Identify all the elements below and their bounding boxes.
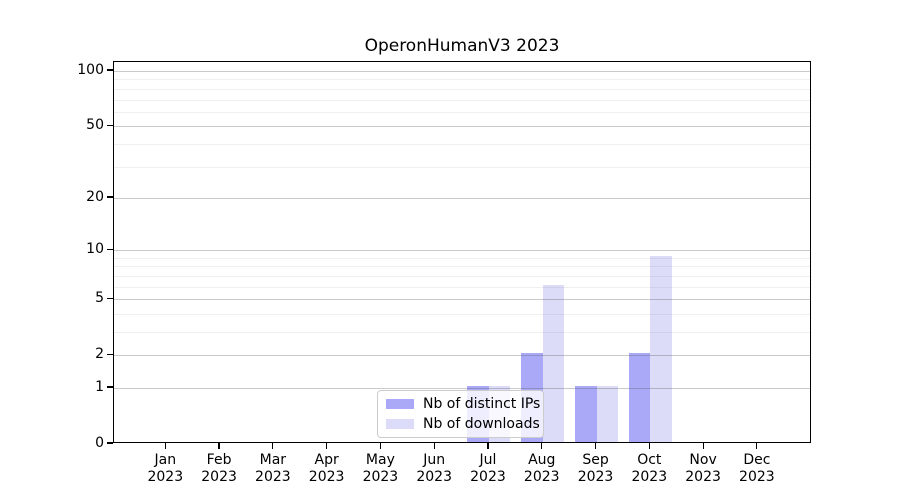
x-tick-mark (648, 443, 650, 449)
x-tick-year: 2023 (739, 468, 775, 485)
bar-distinct-ips (575, 386, 597, 442)
x-tick-label: Jan 2023 (130, 452, 200, 485)
x-tick-month: Sep (582, 452, 609, 468)
legend-label: Nb of downloads (423, 415, 540, 432)
x-tick-month: Dec (743, 452, 771, 468)
x-tick-year: 2023 (631, 468, 668, 485)
gridline-major (114, 197, 810, 199)
y-tick-mark (106, 248, 113, 250)
x-tick-mark (541, 443, 543, 449)
x-tick-month: May (365, 452, 395, 468)
x-tick-mark (702, 443, 704, 449)
x-tick-year: 2023 (523, 468, 560, 485)
x-tick-label: Jul 2023 (453, 452, 523, 485)
x-tick-month: Jul (479, 452, 497, 468)
y-tick-mark (106, 442, 113, 444)
x-tick-month: Apr (314, 452, 339, 468)
x-tick-year: 2023 (147, 468, 184, 485)
x-tick-mark (326, 443, 328, 449)
x-tick-month: Oct (637, 452, 662, 468)
legend-label: Nb of distinct IPs (423, 395, 541, 412)
bar-distinct-ips (628, 353, 651, 442)
x-tick-label: Oct 2023 (614, 452, 684, 485)
legend: Nb of distinct IPs Nb of downloads (377, 390, 544, 438)
x-tick-mark (756, 443, 758, 449)
x-tick-month: Aug (528, 452, 556, 468)
x-tick-month: Jun (423, 452, 446, 468)
bar-downloads (650, 255, 672, 442)
gridline-minor (114, 88, 810, 90)
x-tick-mark (487, 443, 489, 449)
x-tick-year: 2023 (685, 468, 721, 485)
gridline-major (114, 299, 810, 301)
x-tick-mark (218, 443, 220, 449)
x-tick-label: Feb 2023 (184, 452, 254, 485)
gridline-minor (114, 275, 810, 277)
x-tick-mark (594, 443, 597, 449)
y-tick-mark (106, 353, 113, 355)
gridline-minor (114, 79, 810, 81)
y-tick-label: 10 (86, 241, 104, 258)
y-tick-label: 0 (95, 435, 104, 451)
x-tick-month: Jan (154, 452, 177, 468)
legend-swatch-distinct-ips (386, 399, 414, 409)
y-tick-mark (106, 196, 113, 198)
legend-item: Nb of distinct IPs (386, 396, 540, 413)
x-tick-year: 2023 (577, 468, 614, 485)
chart-title: OperonHumanV3 2023 (364, 36, 560, 56)
y-tick-label: 20 (86, 188, 104, 205)
bar-downloads (596, 386, 619, 442)
gridline-major (114, 71, 810, 73)
gridline-minor (114, 166, 810, 168)
gridline-minor (114, 111, 810, 113)
y-tick-mark (106, 124, 113, 126)
gridline-minor (114, 286, 810, 288)
gridline-minor (114, 257, 810, 259)
x-tick-label: Mar 2023 (238, 452, 308, 485)
x-tick-label: Apr 2023 (292, 452, 362, 485)
x-tick-label: Jun 2023 (399, 452, 469, 485)
y-tick-label: 100 (77, 62, 104, 79)
x-tick-year: 2023 (201, 468, 237, 485)
x-tick-label: Dec 2023 (722, 452, 792, 485)
bar-downloads (542, 284, 565, 442)
gridline-minor (114, 99, 810, 101)
x-tick-mark (379, 443, 381, 449)
y-tick-label: 2 (95, 346, 104, 363)
gridline-minor (114, 313, 810, 315)
gridline-major (114, 355, 810, 357)
y-tick-mark (106, 297, 113, 299)
x-tick-year: 2023 (308, 468, 345, 485)
x-tick-label: Sep 2023 (561, 452, 631, 485)
gridline-minor (114, 331, 810, 333)
x-tick-year: 2023 (255, 468, 291, 485)
gridline-major (114, 250, 810, 252)
plot-area (113, 61, 811, 443)
gridline-minor (114, 266, 810, 268)
y-tick-label: 1 (95, 378, 104, 395)
legend-swatch-downloads (386, 419, 414, 429)
x-tick-mark (164, 443, 166, 449)
gridline-major (114, 387, 810, 389)
gridline-minor (114, 143, 810, 145)
x-tick-year: 2023 (470, 468, 506, 485)
x-tick-month: Feb (206, 452, 232, 468)
x-tick-label: Nov 2023 (668, 452, 738, 485)
legend-item: Nb of downloads (386, 416, 540, 433)
x-tick-label: May 2023 (345, 452, 415, 485)
y-tick-mark (106, 69, 113, 71)
x-tick-mark (433, 443, 435, 449)
gridline-major (114, 126, 810, 128)
x-tick-label: Aug 2023 (507, 452, 577, 485)
x-tick-year: 2023 (416, 468, 452, 485)
y-tick-label: 5 (95, 290, 104, 307)
x-tick-mark (272, 443, 274, 449)
y-tick-label: 50 (86, 117, 104, 134)
y-tick-mark (106, 386, 113, 388)
x-tick-month: Mar (259, 452, 287, 468)
x-tick-year: 2023 (362, 468, 399, 485)
x-tick-month: Nov (689, 452, 717, 468)
